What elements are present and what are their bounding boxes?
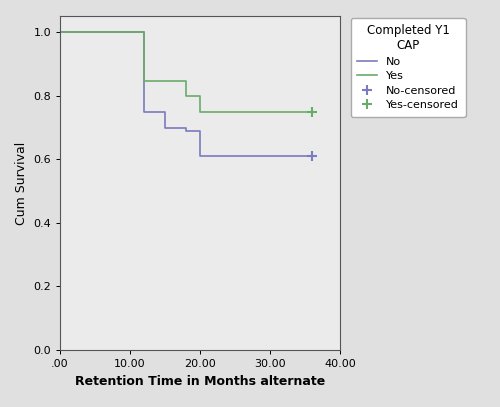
Legend: No, Yes, No-censored, Yes-censored: No, Yes, No-censored, Yes-censored [350,18,466,117]
Y-axis label: Cum Survival: Cum Survival [14,142,28,225]
X-axis label: Retention Time in Months alternate: Retention Time in Months alternate [75,374,325,387]
